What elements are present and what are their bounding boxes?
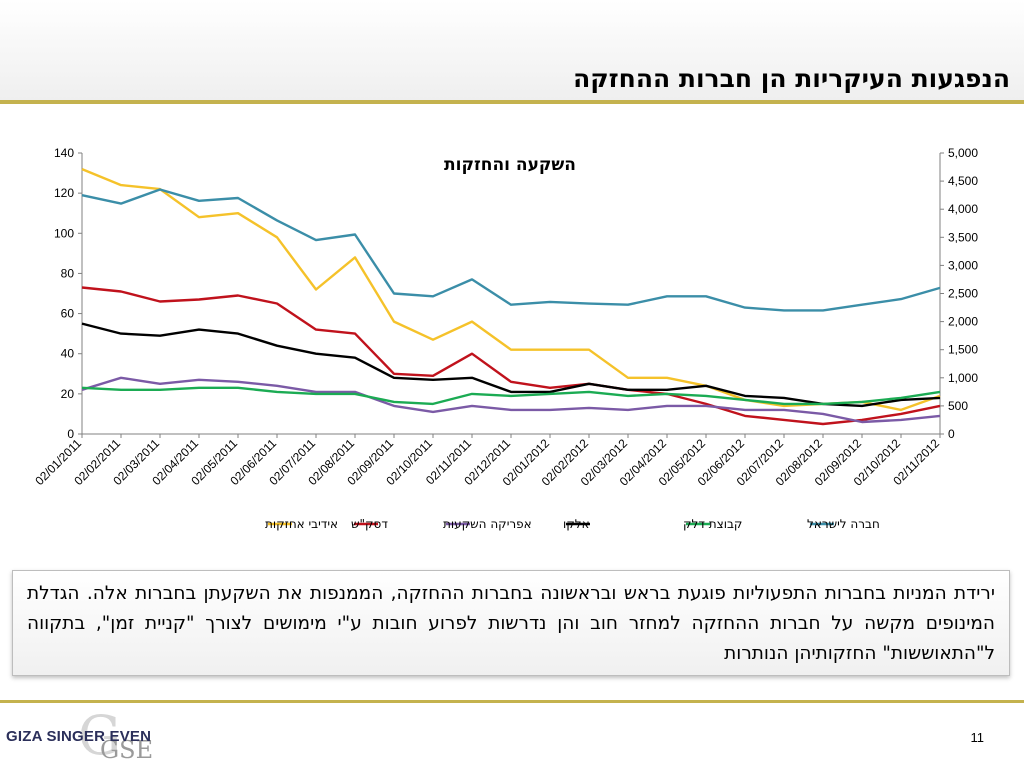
series-line-4	[81, 386, 941, 406]
right-tick-label: 2,000	[948, 315, 978, 329]
right-tick-label: 4,000	[948, 202, 978, 216]
series-line-5	[81, 188, 941, 312]
callout-text: ירידת המניות בחברות התפעוליות פוגעת בראש…	[27, 583, 995, 664]
left-tick-label: 60	[61, 307, 75, 321]
legend-label: חברה לישראל	[807, 517, 880, 531]
right-tick-label: 1,000	[948, 371, 978, 385]
title-rule	[0, 100, 1024, 104]
legend-label: אפריקה השקעות	[443, 517, 532, 531]
right-tick-label: 3,000	[948, 258, 978, 272]
footer-rule	[0, 700, 1024, 703]
right-tick-label: 2,500	[948, 287, 978, 301]
left-tick-label: 40	[61, 347, 75, 361]
left-tick-label: 80	[61, 266, 75, 280]
legend-label: דסק"ש	[351, 517, 388, 531]
left-tick-label: 0	[67, 427, 74, 441]
chart-title: השקעה והחזקות	[444, 155, 576, 175]
legend-label: קבוצת דלק	[683, 517, 742, 531]
series-line-1	[81, 286, 941, 426]
left-tick-label: 100	[54, 226, 74, 240]
logo-gse-mark: GSE	[100, 736, 154, 764]
title-band	[0, 0, 1024, 100]
legend-label: אלקו	[563, 517, 590, 531]
left-tick-label: 140	[54, 146, 74, 160]
right-tick-label: 500	[948, 399, 968, 413]
legend-label: אידיבי אחזקות	[265, 517, 338, 531]
right-tick-label: 0	[948, 427, 955, 441]
right-tick-label: 4,500	[948, 174, 978, 188]
left-tick-label: 20	[61, 387, 75, 401]
right-tick-label: 5,000	[948, 146, 978, 160]
right-tick-label: 1,500	[948, 343, 978, 357]
series-line-2	[81, 376, 941, 424]
callout-box: ירידת המניות בחברות התפעוליות פוגעת בראש…	[12, 570, 1010, 676]
right-tick-label: 3,500	[948, 230, 978, 244]
series-line-0	[81, 167, 941, 412]
logo-g-mark: G	[78, 704, 122, 767]
logo-text: GIZA SINGER EVEN	[6, 728, 152, 745]
company-logo: G GSE GIZA SINGER EVEN	[0, 706, 230, 768]
line-chart: השקעה והחזקות 0 20 40 60 80 100 120 140 0 500 1,000…	[32, 146, 978, 531]
series-line-3	[81, 322, 941, 408]
slide-title: הנפגעות העיקריות הן חברות ההחזקה	[573, 64, 1010, 93]
left-tick-label: 120	[54, 186, 74, 200]
page-number: 11	[970, 730, 985, 745]
